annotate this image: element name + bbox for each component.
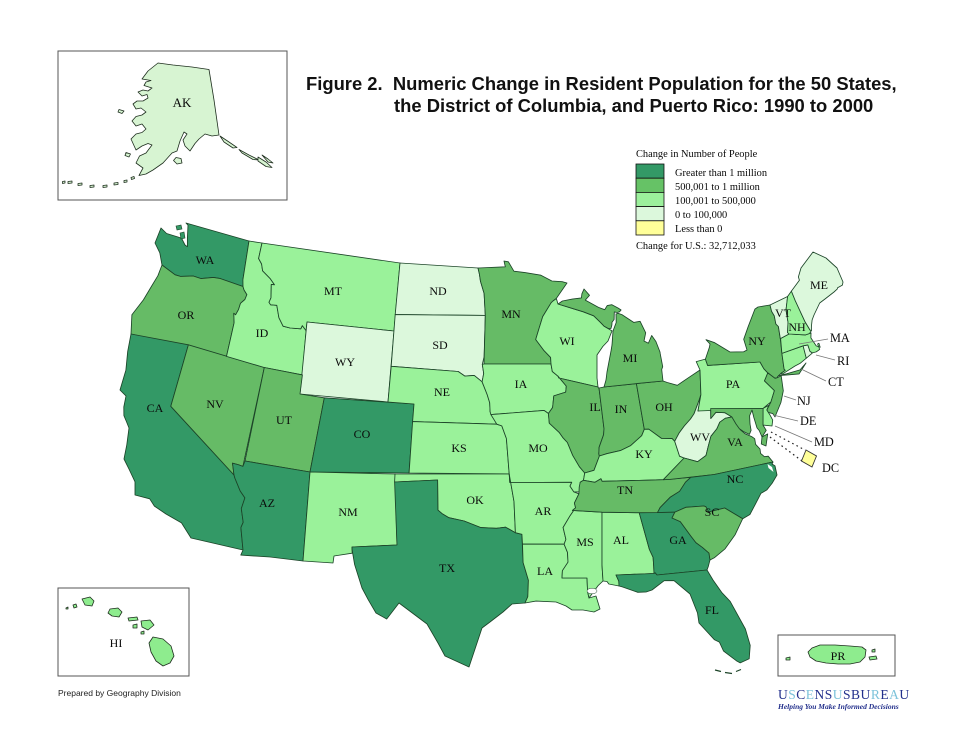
svg-text:Figure 2. Numeric Change in R: Figure 2. Numeric Change in Resident Pop… (306, 73, 897, 94)
svg-text:PR: PR (831, 649, 846, 663)
svg-text:NV: NV (206, 397, 224, 411)
svg-text:NY: NY (748, 334, 766, 348)
svg-text:SC: SC (705, 505, 720, 519)
svg-text:0 to 100,000: 0 to 100,000 (675, 210, 727, 221)
svg-text:MN: MN (501, 307, 521, 321)
svg-text:TX: TX (439, 561, 455, 575)
svg-text:Helping You Make Informed Deci: Helping You Make Informed Decisions (777, 702, 899, 711)
svg-text:GA: GA (669, 533, 687, 547)
svg-text:MT: MT (324, 284, 343, 298)
svg-text:MA: MA (830, 331, 850, 345)
svg-text:CT: CT (828, 375, 844, 389)
svg-text:PA: PA (726, 377, 741, 391)
svg-text:ND: ND (429, 284, 447, 298)
svg-text:500,001 to 1 million: 500,001 to 1 million (675, 182, 761, 193)
svg-text:SD: SD (432, 338, 448, 352)
svg-text:MD: MD (814, 435, 834, 449)
svg-text:NM: NM (338, 505, 358, 519)
svg-text:AK: AK (173, 95, 192, 110)
svg-text:MO: MO (528, 441, 548, 455)
svg-text:ME: ME (810, 278, 828, 292)
svg-text:Change for U.S.: 32,712,033: Change for U.S.: 32,712,033 (636, 241, 756, 252)
svg-text:MS: MS (576, 535, 593, 549)
svg-text:CA: CA (147, 401, 164, 415)
svg-text:FL: FL (705, 603, 719, 617)
svg-text:Prepared by Geography Division: Prepared by Geography Division (58, 688, 181, 698)
svg-text:OR: OR (178, 308, 195, 322)
svg-text:OK: OK (466, 493, 484, 507)
svg-text:the District of Columbia, and: the District of Columbia, and Puerto Ric… (394, 95, 873, 116)
svg-text:LA: LA (537, 564, 553, 578)
svg-text:DC: DC (822, 461, 839, 475)
svg-text:WV: WV (690, 430, 710, 444)
svg-text:HI: HI (110, 636, 123, 650)
svg-text:AZ: AZ (259, 496, 275, 510)
svg-text:ID: ID (256, 326, 269, 340)
svg-text:VA: VA (727, 435, 743, 449)
svg-text:Change in Number of People: Change in Number of People (636, 149, 758, 160)
svg-text:CO: CO (354, 427, 371, 441)
svg-text:Greater than 1 million: Greater than 1 million (675, 168, 768, 179)
svg-text:UT: UT (276, 413, 293, 427)
svg-text:IN: IN (615, 402, 628, 416)
svg-text:Less than 0: Less than 0 (675, 224, 722, 235)
svg-text:NH: NH (788, 320, 806, 334)
svg-text:WY: WY (335, 355, 355, 369)
svg-text:TN: TN (617, 483, 633, 497)
svg-text:MI: MI (623, 351, 638, 365)
svg-text:DE: DE (800, 414, 816, 428)
svg-text:WA: WA (196, 253, 215, 267)
svg-text:USCENSUSBUREAU: USCENSUSBUREAU (778, 687, 910, 702)
svg-text:IA: IA (515, 377, 528, 391)
svg-text:KY: KY (635, 447, 653, 461)
svg-text:IL: IL (589, 400, 600, 414)
svg-text:OH: OH (655, 400, 673, 414)
svg-text:KS: KS (451, 441, 466, 455)
svg-text:AR: AR (535, 504, 552, 518)
svg-text:VT: VT (775, 306, 792, 320)
svg-text:AL: AL (613, 533, 629, 547)
svg-text:NJ: NJ (797, 394, 811, 408)
svg-text:RI: RI (837, 354, 849, 368)
svg-text:WI: WI (559, 334, 574, 348)
svg-text:NE: NE (434, 385, 450, 399)
svg-text:NC: NC (727, 472, 744, 486)
svg-text:100,001 to 500,000: 100,001 to 500,000 (675, 196, 756, 207)
